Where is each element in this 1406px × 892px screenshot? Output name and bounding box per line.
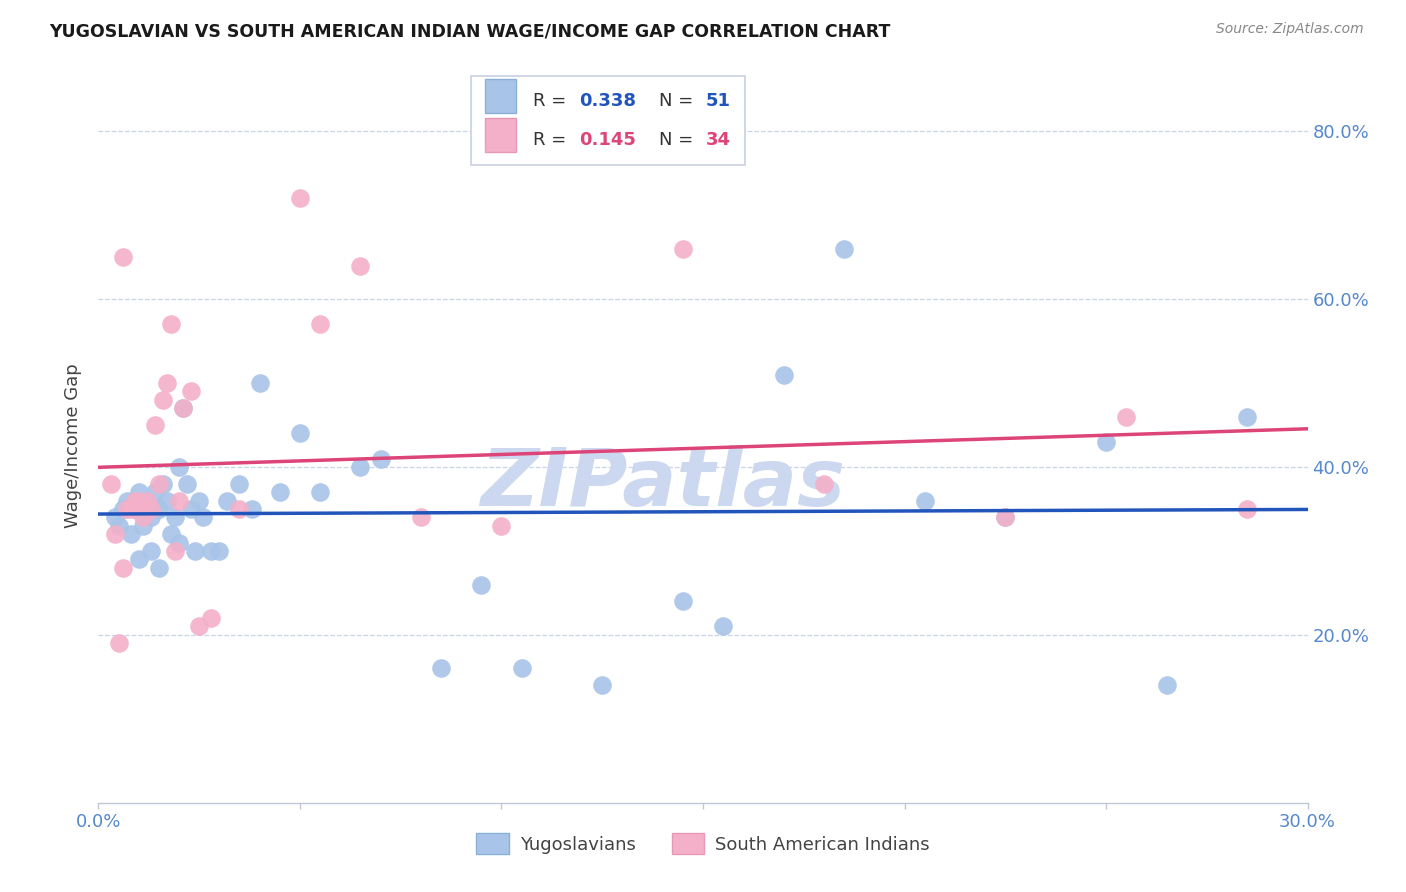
Text: ZIPatlas: ZIPatlas	[481, 445, 845, 523]
Point	[269, 485, 291, 500]
Point	[128, 493, 150, 508]
Point	[208, 544, 231, 558]
Point	[135, 493, 157, 508]
Point	[172, 401, 194, 416]
Point	[152, 392, 174, 407]
Point	[217, 493, 239, 508]
Point	[188, 493, 211, 508]
Point	[711, 619, 734, 633]
Point	[111, 502, 134, 516]
Point	[409, 510, 432, 524]
Text: 51: 51	[706, 92, 731, 110]
Point	[132, 518, 155, 533]
Point	[152, 476, 174, 491]
Point	[135, 493, 157, 508]
Point	[128, 552, 150, 566]
Point	[163, 544, 186, 558]
Point	[994, 510, 1017, 524]
Point	[288, 426, 311, 441]
Text: N =: N =	[659, 131, 699, 149]
Point	[349, 259, 371, 273]
Point	[349, 460, 371, 475]
Point	[120, 527, 142, 541]
Point	[994, 510, 1017, 524]
Point	[591, 678, 613, 692]
Point	[228, 502, 250, 516]
Point	[107, 636, 129, 650]
Point	[115, 493, 138, 508]
Text: R =: R =	[533, 131, 572, 149]
Point	[491, 518, 513, 533]
Point	[139, 544, 162, 558]
Point	[470, 577, 492, 591]
Point	[176, 476, 198, 491]
Point	[128, 485, 150, 500]
Point	[184, 544, 207, 558]
Point	[309, 318, 332, 332]
Point	[156, 493, 179, 508]
Point	[139, 510, 162, 524]
Point	[193, 510, 215, 524]
Point	[100, 476, 122, 491]
Text: 0.145: 0.145	[579, 131, 636, 149]
Point	[107, 518, 129, 533]
Point	[167, 535, 190, 549]
Point	[188, 619, 211, 633]
Y-axis label: Wage/Income Gap: Wage/Income Gap	[65, 364, 83, 528]
Point	[180, 502, 202, 516]
Point	[200, 544, 222, 558]
Point	[180, 384, 202, 399]
Point	[163, 510, 186, 524]
Point	[148, 476, 170, 491]
Point	[288, 191, 311, 205]
Point	[172, 401, 194, 416]
Point	[240, 502, 263, 516]
Point	[1095, 434, 1118, 449]
Point	[370, 451, 392, 466]
Point	[124, 502, 146, 516]
Point	[160, 318, 183, 332]
Text: N =: N =	[659, 92, 699, 110]
Text: YUGOSLAVIAN VS SOUTH AMERICAN INDIAN WAGE/INCOME GAP CORRELATION CHART: YUGOSLAVIAN VS SOUTH AMERICAN INDIAN WAG…	[49, 22, 890, 40]
Point	[132, 510, 155, 524]
Point	[309, 485, 332, 500]
Point	[160, 527, 183, 541]
Point	[510, 661, 533, 675]
Point	[103, 527, 125, 541]
Point	[430, 661, 453, 675]
Point	[148, 502, 170, 516]
Point	[143, 417, 166, 432]
Point	[914, 493, 936, 508]
Point	[772, 368, 794, 382]
Text: 0.338: 0.338	[579, 92, 637, 110]
Point	[672, 594, 695, 608]
Point	[249, 376, 271, 390]
Point	[103, 510, 125, 524]
Text: Source: ZipAtlas.com: Source: ZipAtlas.com	[1216, 22, 1364, 37]
Point	[115, 502, 138, 516]
Point	[1236, 502, 1258, 516]
Point	[124, 493, 146, 508]
Point	[1156, 678, 1178, 692]
Point	[139, 502, 162, 516]
Point	[111, 560, 134, 574]
Point	[672, 242, 695, 256]
Point	[167, 460, 190, 475]
Point	[228, 476, 250, 491]
Point	[1115, 409, 1137, 424]
Point	[143, 485, 166, 500]
Point	[813, 476, 835, 491]
Point	[120, 502, 142, 516]
Text: 34: 34	[706, 131, 731, 149]
Point	[200, 611, 222, 625]
Point	[111, 250, 134, 264]
Point	[1236, 409, 1258, 424]
Text: R =: R =	[533, 92, 572, 110]
Point	[148, 560, 170, 574]
Legend: Yugoslavians, South American Indians: Yugoslavians, South American Indians	[470, 826, 936, 862]
Point	[156, 376, 179, 390]
Point	[167, 493, 190, 508]
Point	[832, 242, 855, 256]
